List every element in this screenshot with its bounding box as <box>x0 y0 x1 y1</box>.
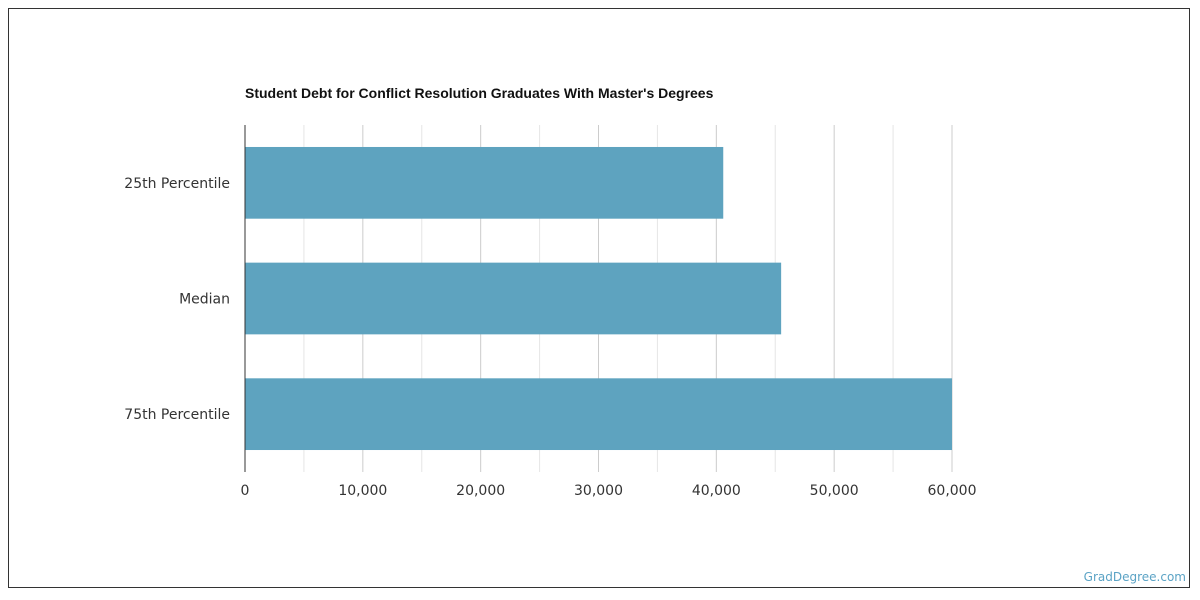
category-label: 25th Percentile <box>124 176 230 192</box>
watermark: GradDegree.com <box>1083 570 1186 584</box>
x-tick-label: 60,000 <box>928 483 977 499</box>
x-tick-label: 40,000 <box>692 483 741 499</box>
bar-median <box>245 262 782 335</box>
x-tick-label: 30,000 <box>574 483 623 499</box>
x-tick-label: 0 <box>241 483 250 499</box>
x-tick-label: 20,000 <box>456 483 505 499</box>
chart-title: Student Debt for Conflict Resolution Gra… <box>245 85 714 101</box>
x-tick-label: 50,000 <box>810 483 859 499</box>
x-tick-label: 10,000 <box>338 483 387 499</box>
labels: 25th Percentile Median 75th Percentile 0 10,… <box>124 176 976 499</box>
bar-25th-percentile <box>245 146 724 219</box>
bar-75th-percentile <box>245 378 952 451</box>
category-label: Median <box>179 292 230 308</box>
category-label: 75th Percentile <box>124 407 230 423</box>
bars <box>245 146 952 451</box>
